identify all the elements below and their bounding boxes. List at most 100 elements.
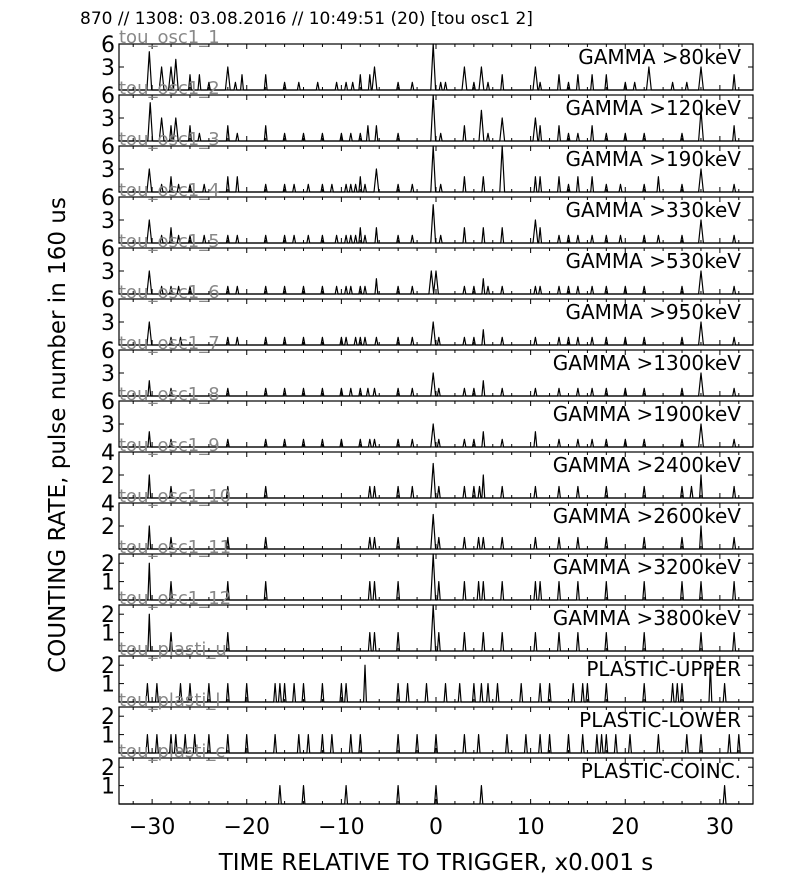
y-tick-label: 6 — [101, 390, 115, 415]
panel-label: PLASTIC-LOWER — [579, 708, 741, 732]
count-rate-trace — [119, 43, 753, 91]
panel-label: GAMMA >2400keV — [553, 453, 742, 477]
count-rate-trace — [119, 270, 753, 295]
channel-name: tou_plasti_u — [119, 639, 227, 660]
count-rate-trace — [119, 604, 753, 652]
channel-name: tou_osc1_10 — [119, 486, 231, 507]
channel-name: tou_plasti_l — [119, 690, 220, 711]
y-tick-label: 3 — [101, 209, 115, 234]
x-tick-label: 20 — [611, 815, 639, 840]
x-tick-label: −30 — [129, 815, 175, 840]
y-tick-label: 6 — [101, 84, 115, 109]
y-tick-label: 2 — [101, 756, 115, 781]
x-axis: −30 −20 −10 0 10 20 30 — [129, 815, 734, 840]
panel-tou_osc1_1: 36 GAMMA >80keV tou_osc1_1 — [101, 27, 754, 91]
x-tick-label: 30 — [706, 815, 734, 840]
panel-tou_osc1_9: 24 GAMMA >2400keV tou_osc1_9 — [101, 435, 754, 499]
channel-name: tou_osc1_2 — [119, 78, 220, 99]
y-tick-label: 3 — [101, 260, 115, 285]
y-tick-label: 3 — [101, 311, 115, 336]
channel-name: tou_osc1_8 — [119, 384, 220, 405]
panel-label: PLASTIC-UPPER — [586, 657, 741, 681]
channel-name: tou_osc1_11 — [119, 537, 231, 558]
panel-tou_osc1_3: 36 GAMMA >190keV tou_osc1_3 — [101, 129, 754, 193]
count-rate-trace — [119, 372, 753, 397]
panel-tou_osc1_5: 36 GAMMA >530keV tou_osc1_5 — [101, 231, 754, 295]
x-tick-label: 0 — [429, 815, 443, 840]
panel-label: GAMMA >190keV — [565, 147, 741, 171]
y-tick-label: 2 — [101, 552, 115, 577]
count-rate-trace — [119, 423, 753, 448]
panel-label: GAMMA >950keV — [565, 300, 741, 324]
y-tick-label: 1 — [101, 724, 115, 749]
channel-name: tou_osc1_1 — [119, 27, 220, 48]
count-rate-trace — [119, 785, 753, 805]
y-tick-label: 6 — [101, 135, 115, 160]
count-rate-trace — [119, 513, 753, 550]
panel-tou_osc1_7: 36 GAMMA >1300keV tou_osc1_7 — [101, 333, 754, 397]
channel-name: tou_plasti_c — [119, 741, 225, 762]
count-rate-trace — [119, 145, 753, 193]
y-tick-label: 1 — [101, 673, 115, 698]
y-tick-label: 3 — [101, 362, 115, 387]
panel-label: GAMMA >2600keV — [553, 504, 742, 528]
panel-tou_osc1_8: 36 GAMMA >1900keV tou_osc1_8 — [101, 384, 754, 448]
panel-tou_osc1_12: 12 GAMMA >3800keV tou_osc1_12 — [101, 588, 754, 652]
y-tick-label: 2 — [101, 603, 115, 628]
channel-name: tou_osc1_3 — [119, 129, 220, 150]
channel-name: tou_osc1_4 — [119, 180, 220, 201]
x-axis-label: TIME RELATIVE TO TRIGGER, x0.001 s — [218, 850, 654, 876]
panel-tou_osc1_2: 36 GAMMA >120keV tou_osc1_2 — [101, 78, 754, 142]
panel-tou_plasti_c: 12 PLASTIC-COINC. tou_plasti_c — [101, 741, 754, 805]
y-tick-label: 6 — [101, 339, 115, 364]
count-rate-trace — [119, 204, 753, 244]
panel-label: GAMMA >1300keV — [553, 351, 742, 375]
panel-label: GAMMA >530keV — [565, 249, 741, 273]
channel-name: tou_osc1_9 — [119, 435, 220, 456]
y-tick-label: 4 — [101, 492, 115, 517]
channel-name: tou_osc1_6 — [119, 282, 220, 303]
y-tick-label: 3 — [101, 158, 115, 183]
y-tick-label: 6 — [101, 288, 115, 313]
y-tick-label: 6 — [101, 186, 115, 211]
panel-label: GAMMA >330keV — [565, 198, 741, 222]
panel-label: GAMMA >80keV — [578, 45, 741, 69]
channel-name: tou_osc1_5 — [119, 231, 220, 252]
y-tick-label: 6 — [101, 237, 115, 262]
y-tick-label: 2 — [101, 705, 115, 730]
y-tick-label: 6 — [101, 33, 115, 58]
panel-tou_plasti_u: 12 PLASTIC-UPPER tou_plasti_u — [101, 639, 754, 703]
y-tick-label: 2 — [101, 515, 115, 540]
panel-tou_osc1_10: 24 GAMMA >2600keV tou_osc1_10 — [101, 486, 754, 550]
count-rate-trace — [119, 321, 753, 346]
panel-label: GAMMA >3200keV — [553, 555, 742, 579]
y-tick-label: 4 — [101, 441, 115, 466]
y-tick-label: 1 — [101, 622, 115, 647]
x-tick-label: −20 — [224, 815, 270, 840]
y-tick-label: 3 — [101, 56, 115, 81]
channel-name: tou_osc1_7 — [119, 333, 220, 354]
panel-label: PLASTIC-COINC. — [581, 759, 741, 783]
y-tick-label: 3 — [101, 413, 115, 438]
figure-header: 870 // 1308: 03.08.2016 // 10:49:51 (20)… — [80, 9, 533, 29]
y-tick-label: 1 — [101, 571, 115, 596]
panel-label: GAMMA >3800keV — [553, 606, 742, 630]
count-rate-trace — [119, 462, 753, 499]
panel-label: GAMMA >1900keV — [553, 402, 742, 426]
panel-tou_osc1_11: 12 GAMMA >3200keV tou_osc1_11 — [101, 537, 754, 601]
y-tick-label: 2 — [101, 464, 115, 489]
panel-label: GAMMA >120keV — [565, 96, 741, 120]
count-rate-trace — [119, 553, 753, 601]
panel-tou_osc1_6: 36 GAMMA >950keV tou_osc1_6 — [101, 282, 754, 346]
y-tick-label: 1 — [101, 775, 115, 800]
count-rate-trace — [119, 94, 753, 142]
count-rate-trace — [119, 664, 753, 703]
channel-name: tou_osc1_12 — [119, 588, 231, 609]
count-rate-trace — [119, 734, 753, 754]
y-tick-label: 3 — [101, 107, 115, 132]
y-tick-label: 2 — [101, 654, 115, 679]
panel-tou_plasti_l: 12 PLASTIC-LOWER tou_plasti_l — [101, 690, 754, 754]
x-tick-label: −10 — [318, 815, 364, 840]
